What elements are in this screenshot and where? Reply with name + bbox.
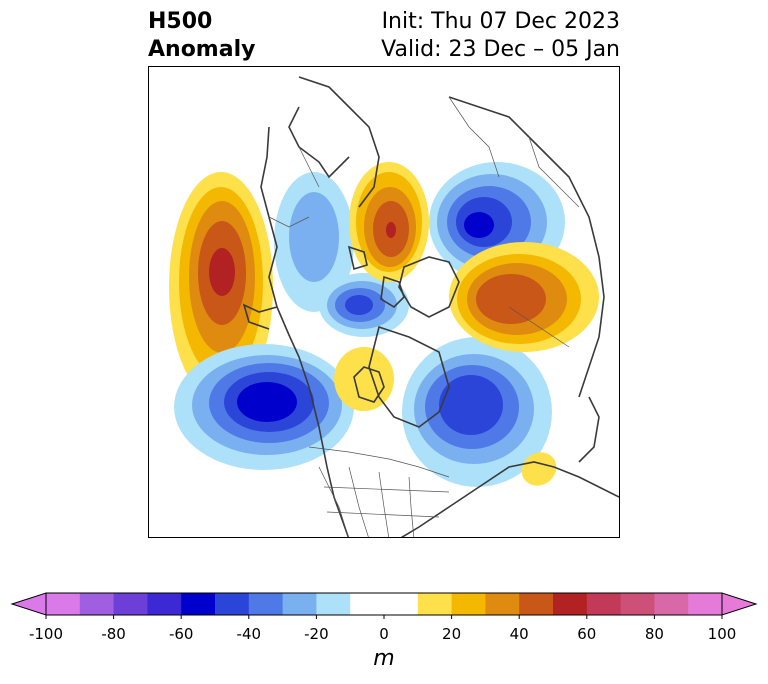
colorbar-cell	[586, 593, 622, 615]
anomaly-negative-beaufort	[319, 273, 409, 337]
colorbar-cell	[350, 593, 385, 615]
colorbar-tick-label: -60	[168, 625, 194, 643]
colorbar-unit-label: m	[373, 646, 395, 671]
colorbar-cell	[654, 593, 689, 615]
map-canvas	[169, 76, 619, 537]
variable-title: H500	[148, 9, 213, 34]
colorbar-cell	[451, 593, 486, 615]
anomaly-negative-gulf-of-alaska	[174, 344, 354, 470]
title-block-left: H500 Anomaly	[148, 8, 255, 64]
colorbar-min-extend-arrow	[10, 592, 47, 616]
colorbar-cell	[485, 593, 520, 615]
colorbar-cell	[113, 593, 148, 615]
colorbar-tick-label: 60	[577, 625, 597, 643]
anomaly-positive-north-pacific	[169, 172, 273, 402]
anomaly-positive-central-atlantic	[521, 452, 557, 486]
coastlines	[242, 76, 619, 537]
anomaly-title: Anomaly	[148, 37, 256, 62]
colorbar-cell	[688, 593, 723, 615]
colorbar-cell	[519, 593, 554, 615]
colorbar-tick-label: -40	[236, 625, 262, 643]
colorbar-cell	[553, 593, 588, 615]
colorbar-tick-label: -80	[101, 625, 126, 643]
anomaly-positive-scandinavia	[349, 162, 429, 282]
anomaly-map	[148, 66, 620, 538]
colorbar-cell	[620, 593, 655, 615]
colorbar-cell	[248, 593, 284, 615]
colorbar-cell	[181, 593, 216, 615]
colorbar-cell	[384, 593, 419, 615]
valid-dates: Valid: 23 Dec – 05 Jan	[381, 37, 620, 62]
colorbar-tick-label: 0	[379, 625, 389, 643]
colorbar-cells	[46, 593, 723, 615]
colorbar-cell	[282, 593, 317, 615]
colorbar-tick-label: 40	[509, 625, 529, 643]
init-date: Init: Thu 07 Dec 2023	[381, 9, 620, 34]
colorbar-ticks	[45, 615, 723, 619]
colorbar-cell	[316, 593, 351, 615]
colorbar-cell	[147, 593, 182, 615]
colorbar-tick-label: 80	[644, 625, 664, 643]
colorbar-cell	[215, 593, 250, 615]
colorbar-cell	[46, 593, 81, 615]
colorbar-tick-label: -20	[304, 625, 329, 643]
anomaly-positive-hudson-baffin	[334, 347, 394, 411]
title-block-right: Init: Thu 07 Dec 2023 Valid: 23 Dec – 05…	[381, 8, 620, 64]
colorbar-tick-label: -100	[28, 625, 64, 643]
anomaly-positive-siberia	[449, 242, 599, 352]
colorbar-cell	[79, 593, 115, 615]
anomaly-negative-western-canada	[274, 172, 354, 312]
colorbar-cell	[417, 593, 453, 615]
colorbar-max-extend-arrow	[721, 592, 758, 616]
colorbar-tick-label: 20	[442, 625, 462, 643]
political-borders	[268, 96, 580, 537]
colorbar	[10, 592, 758, 619]
colorbar-tick-label: 100	[707, 625, 737, 643]
